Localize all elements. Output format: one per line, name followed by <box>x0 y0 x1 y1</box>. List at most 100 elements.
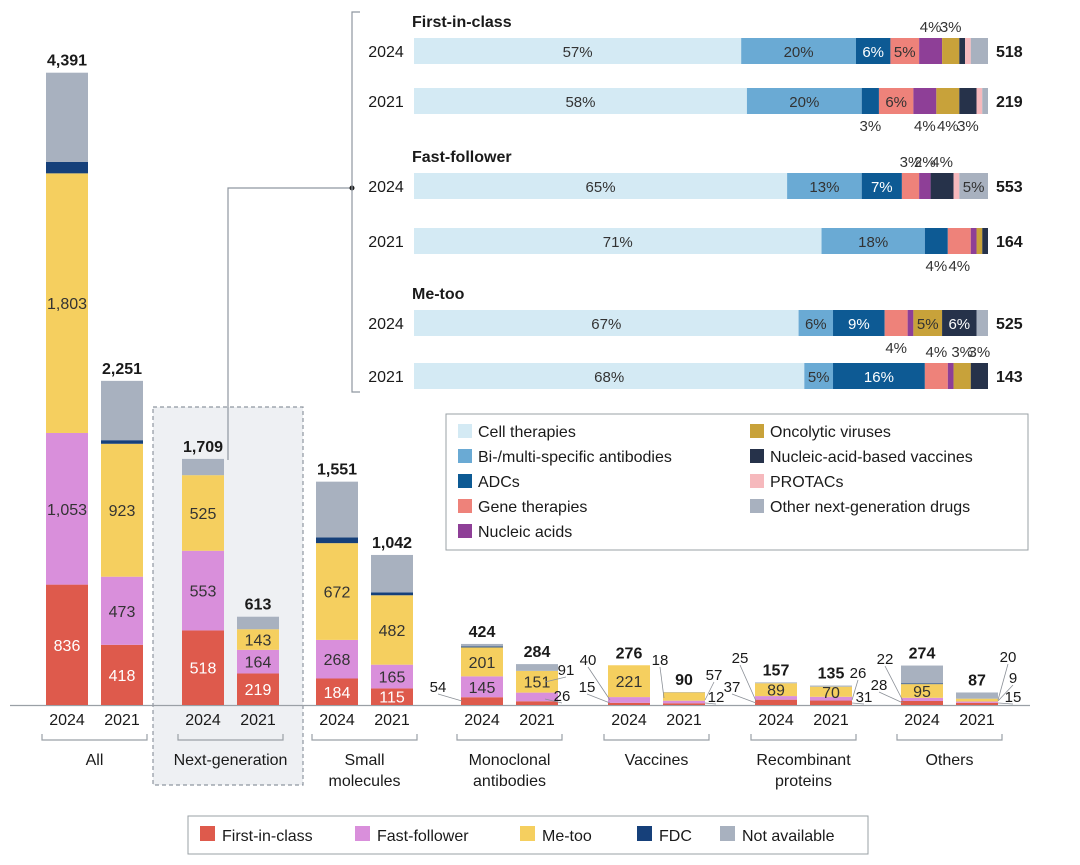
group-label: Others <box>925 752 973 769</box>
segment-not-available <box>46 72 88 162</box>
segment-value-label: 923 <box>109 503 136 520</box>
hbar-fast-follower-2024: 2024 65% 13% 7% 3%2%4% 5% 553 <box>368 154 1023 199</box>
side-value-label: 26 <box>554 688 571 705</box>
connector-line <box>227 187 352 460</box>
legend-swatch <box>750 449 764 463</box>
hbar-percent-label: 5% <box>963 179 985 196</box>
segment-first-in-class <box>237 673 279 705</box>
segment-not-available <box>371 554 413 593</box>
hbar-percent-label: 58% <box>565 94 595 111</box>
segment-me-too <box>663 692 705 701</box>
bar-year-label: 2021 <box>666 712 702 729</box>
segment-me-too <box>901 684 943 698</box>
side-label-leader <box>437 693 463 702</box>
group-label: Recombinant proteins <box>756 752 851 790</box>
segment-fast-follower <box>237 649 279 674</box>
side-value-label: 22 <box>877 651 894 668</box>
segment-cell-therapies <box>414 88 747 114</box>
side-label-leader <box>731 693 757 704</box>
segment-nucleic-acids <box>919 173 931 199</box>
group-label: Small molecules <box>328 752 400 790</box>
side-label-leader <box>704 702 717 705</box>
segment-not-available <box>901 665 943 684</box>
side-label-leader <box>997 702 1014 705</box>
segment-other-next-generation-drugs <box>976 310 988 336</box>
side-label-leader <box>587 666 611 701</box>
segment-oncolytic-viruses <box>936 88 960 114</box>
bar-monoclonal-antibodies-2021: 151 284 2021 <box>516 644 558 729</box>
hbar-me-too-2024: 2024 67% 6% 9% 4% 5% 6% 525 <box>368 310 1023 357</box>
side-label-leader <box>544 698 563 704</box>
hbar-total-label: 219 <box>996 94 1023 111</box>
bar-next-generation-2024: 518 553 525 1,709 2024 <box>182 439 224 729</box>
hbar-percent-label: 4% <box>925 258 947 275</box>
side-label-leader <box>851 702 865 705</box>
bar-total-label: 87 <box>968 672 986 689</box>
segment-me-too <box>101 443 143 577</box>
bar-all-2024: 836 1,053 1,803 4,391 2024 <box>46 53 88 729</box>
bar-others-2024: 95 274 2024 <box>901 646 943 729</box>
segment-first-in-class <box>371 688 413 705</box>
segment-nucleic-acid-based-vaccines <box>959 38 966 64</box>
bar-vaccines-2024: 221 276 2024 <box>608 645 650 729</box>
bar-year-label: 2024 <box>611 712 647 729</box>
legend-item-protacs: PROTACs <box>750 474 843 491</box>
hbar-total-label: 164 <box>996 234 1023 251</box>
side-value-label: 26 <box>850 665 867 682</box>
segment-cell-therapies <box>414 363 805 389</box>
hbar-first-in-class-2021: 2021 58% 20%3%6%4% 4%3%219 <box>368 88 1023 135</box>
segment-fast-follower <box>516 692 558 702</box>
category-legend-box <box>445 413 1029 551</box>
hbar-percent-label: 6% <box>885 94 907 111</box>
side-value-label: 91 <box>558 662 575 679</box>
segment-fast-follower <box>956 701 998 703</box>
side-value-label: 40 <box>580 652 597 669</box>
segment-value-label: 219 <box>245 682 272 699</box>
legend-item-other-next-generation-drugs: Other next-generation drugs <box>750 499 970 516</box>
segment-not-available <box>516 664 558 671</box>
bar-others-2021: 87 2021 <box>956 672 998 729</box>
segment-fast-follower <box>182 550 224 631</box>
segment-value-label: 672 <box>324 585 351 602</box>
legend-item-oncolytic-viruses: Oncolytic viruses <box>750 424 891 441</box>
segment-me-too <box>46 173 88 433</box>
segment-first-in-class <box>608 702 650 705</box>
segment-first-in-class <box>461 697 503 705</box>
side-value-label: 20 <box>1000 649 1017 666</box>
bar-total-label: 274 <box>909 646 936 663</box>
segment-nucleic-acids <box>919 38 943 64</box>
segment-adcs <box>833 310 885 336</box>
legend-swatch <box>750 499 764 513</box>
hbar-percent-label: 20% <box>784 44 814 61</box>
segment-other-next-generation-drugs <box>959 173 988 199</box>
segment-nucleic-acid-based-vaccines <box>930 173 954 199</box>
group-bracket <box>41 734 148 741</box>
hbar-me-too-2021: 2021 68% 5% 16%4% 3%3%143 <box>368 344 1023 389</box>
hbar-year-label: 2021 <box>368 234 404 251</box>
hbar-percent-label: 3% <box>940 19 962 36</box>
segment-adcs <box>861 88 879 114</box>
bar-total-label: 1,709 <box>183 439 223 456</box>
hbar-percent-label: 4% <box>937 118 959 135</box>
bar-recombinant-proteins-2024: 89 157 2024 <box>755 662 797 729</box>
hbar-percent-label: 4% <box>948 258 970 275</box>
hbar-percent-label: 71% <box>603 234 633 251</box>
segment-value-label: 201 <box>469 655 496 672</box>
segment-cell-therapies <box>414 310 799 336</box>
segment-value-label: 1,803 <box>47 296 87 313</box>
group-bracket <box>177 734 284 741</box>
hbar-year-label: 2024 <box>368 179 404 196</box>
hbar-percent-label: 16% <box>864 369 894 386</box>
group-bracket <box>896 734 1003 741</box>
legend-label: ADCs <box>478 474 520 491</box>
segment-oncolytic-viruses <box>976 228 983 254</box>
hbar-percent-label: 2% <box>914 154 936 171</box>
hbar-year-label: 2021 <box>368 369 404 386</box>
bar-total-label: 276 <box>616 645 643 662</box>
group-bracket <box>311 734 418 741</box>
segment-nucleic-acids <box>913 88 937 114</box>
bar-all-2021: 418 473 923 2,251 2021 <box>101 361 143 729</box>
segment-bi-multi-specific-antibodies <box>741 38 856 64</box>
side-value-label: 28 <box>871 677 888 694</box>
side-value-label: 57 <box>706 667 723 684</box>
